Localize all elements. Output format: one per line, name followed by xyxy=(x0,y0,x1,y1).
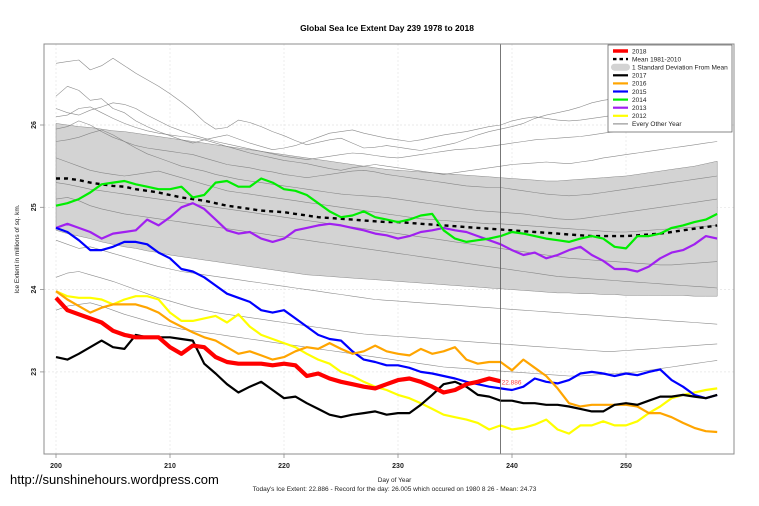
x-axis-ticks: 200 210 220 230 240 250 xyxy=(50,454,632,470)
y-tick-label: 23 xyxy=(31,368,38,376)
series-line-every-other-year-k xyxy=(55,271,718,352)
legend-label: 2017 xyxy=(632,73,647,80)
x-tick-label: 220 xyxy=(278,463,290,470)
series-line-every-other-year-a xyxy=(55,57,718,151)
legend-label: Mean 1981-2010 xyxy=(632,56,682,63)
watermark-url: http://sunshinehours.wordpress.com xyxy=(10,472,219,487)
series-line-2012 xyxy=(55,290,718,435)
series-line-2013 xyxy=(55,202,718,273)
series-line-every-other-year-j xyxy=(55,239,718,325)
y-axis-ticks: 23 24 25 26 xyxy=(31,121,44,376)
std-deviation-band xyxy=(55,123,718,297)
series-line-every-other-year-d xyxy=(55,106,718,175)
legend-label: 2018 xyxy=(632,48,647,55)
x-tick-label: 250 xyxy=(620,463,632,470)
legend-box xyxy=(607,44,733,133)
y-tick-label: 26 xyxy=(31,121,38,129)
series-line-every-other-year-e xyxy=(55,120,718,197)
legend-label: 2012 xyxy=(632,113,647,120)
current-value-label: 22.886 xyxy=(502,379,522,386)
series-line-2015 xyxy=(55,226,718,400)
series-line-2014 xyxy=(55,177,718,250)
y-tick-label: 25 xyxy=(31,203,38,211)
x-axis-label: Day of Year xyxy=(377,477,412,484)
legend-label: 2013 xyxy=(632,105,647,112)
series-lines xyxy=(54,57,718,435)
series-line-2018 xyxy=(54,296,502,395)
x-tick-label: 230 xyxy=(392,463,404,470)
x-tick-label: 240 xyxy=(506,463,518,470)
series-line-2016 xyxy=(55,290,718,434)
plot-frame xyxy=(43,43,735,455)
series-line-mean-1981-2010 xyxy=(56,177,718,238)
std-band-area xyxy=(55,123,718,297)
legend-label: 2016 xyxy=(632,81,647,88)
chart-title: Global Sea Ice Extent Day 239 1978 to 20… xyxy=(300,23,474,33)
y-tick-label: 24 xyxy=(31,286,38,294)
series-line-2017 xyxy=(55,333,718,419)
x-tick-label: 200 xyxy=(50,463,62,470)
series-line-every-other-year-h xyxy=(55,182,718,266)
legend-swatch-band xyxy=(611,63,630,71)
legend-label: 1 Standard Deviation From Mean xyxy=(632,65,728,72)
y-axis-label: Ice Extent in millions of sq. km. xyxy=(14,204,21,293)
chart-subtitle: Today's Ice Extent: 22.886 - Record for … xyxy=(252,486,537,493)
series-line-every-other-year-f xyxy=(55,129,718,220)
legend-label: Every Other Year xyxy=(632,121,682,128)
legend-label: 2015 xyxy=(632,89,647,96)
series-line-every-other-year-c xyxy=(55,102,718,160)
series-line-every-other-year-g xyxy=(55,157,718,233)
legend-label: 2014 xyxy=(632,97,647,104)
x-tick-label: 210 xyxy=(164,463,176,470)
